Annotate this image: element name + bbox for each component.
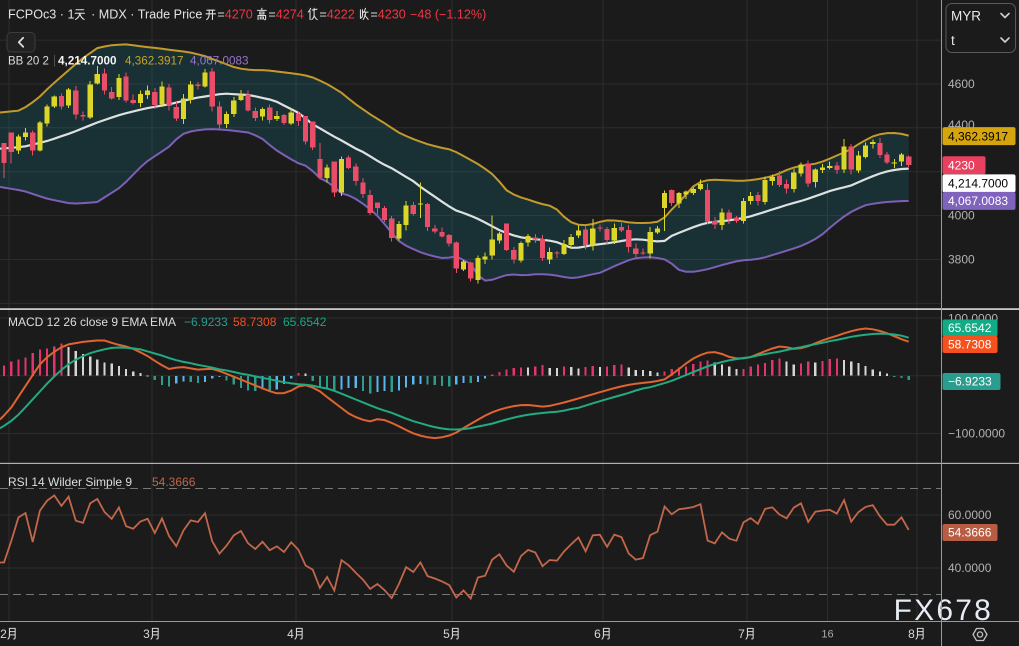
svg-text:−48 (−1.12%): −48 (−1.12%) (410, 8, 486, 22)
svg-text:|: | (53, 55, 56, 67)
svg-text:−100.0000: −100.0000 (948, 427, 1005, 441)
svg-text:6: 6 (594, 627, 601, 641)
svg-text:3800: 3800 (948, 253, 975, 267)
svg-text:2: 2 (0, 627, 7, 641)
svg-text:65.6542: 65.6542 (283, 315, 327, 329)
svg-text:54.3666: 54.3666 (948, 526, 992, 540)
svg-text:MACD 12 26 close 9 EMA EMA: MACD 12 26 close 9 EMA EMA (8, 315, 176, 329)
svg-text:4,067.0083: 4,067.0083 (948, 194, 1008, 208)
svg-text:RSI 14 Wilder Simple 9: RSI 14 Wilder Simple 9 (8, 475, 132, 489)
svg-text:60.0000: 60.0000 (948, 508, 992, 522)
svg-text:=4222: =4222 (319, 8, 354, 22)
svg-text:3: 3 (143, 627, 150, 641)
svg-text:4,214.7000: 4,214.7000 (948, 177, 1008, 191)
svg-text:4000: 4000 (948, 209, 975, 223)
svg-text:=4230: =4230 (370, 8, 405, 22)
svg-text:4600: 4600 (948, 77, 975, 91)
svg-text:4,362.3917: 4,362.3917 (948, 129, 1008, 143)
svg-text:7: 7 (738, 627, 745, 641)
svg-text:54.3666: 54.3666 (152, 475, 196, 489)
svg-text:16: 16 (821, 629, 833, 641)
svg-text:FX678: FX678 (894, 594, 993, 627)
svg-text:=4274: =4274 (268, 8, 303, 22)
svg-text:4: 4 (287, 627, 294, 641)
svg-text:MYR: MYR (951, 9, 981, 24)
svg-text:t: t (951, 33, 955, 48)
svg-text:4230: 4230 (948, 158, 975, 172)
svg-text:FCPOc3 · 1: FCPOc3 · 1 (8, 8, 74, 22)
svg-text:−6.9233: −6.9233 (184, 315, 228, 329)
svg-text:65.6542: 65.6542 (948, 321, 992, 335)
svg-text:4,362.3917: 4,362.3917 (125, 55, 184, 68)
svg-text:· MDX · Trade Price: · MDX · Trade Price (91, 8, 202, 22)
svg-text:4,214.7000: 4,214.7000 (58, 55, 117, 68)
svg-text:=4270: =4270 (217, 8, 252, 22)
svg-text:4,067.0083: 4,067.0083 (190, 55, 249, 68)
svg-text:−6.9233: −6.9233 (948, 375, 992, 389)
svg-text:58.7308: 58.7308 (948, 338, 992, 352)
svg-text:8: 8 (908, 627, 915, 641)
svg-text:58.7308: 58.7308 (233, 315, 277, 329)
svg-text:5: 5 (443, 627, 450, 641)
svg-text:40.0000: 40.0000 (948, 561, 992, 575)
svg-text:BB 20 2: BB 20 2 (8, 56, 49, 68)
